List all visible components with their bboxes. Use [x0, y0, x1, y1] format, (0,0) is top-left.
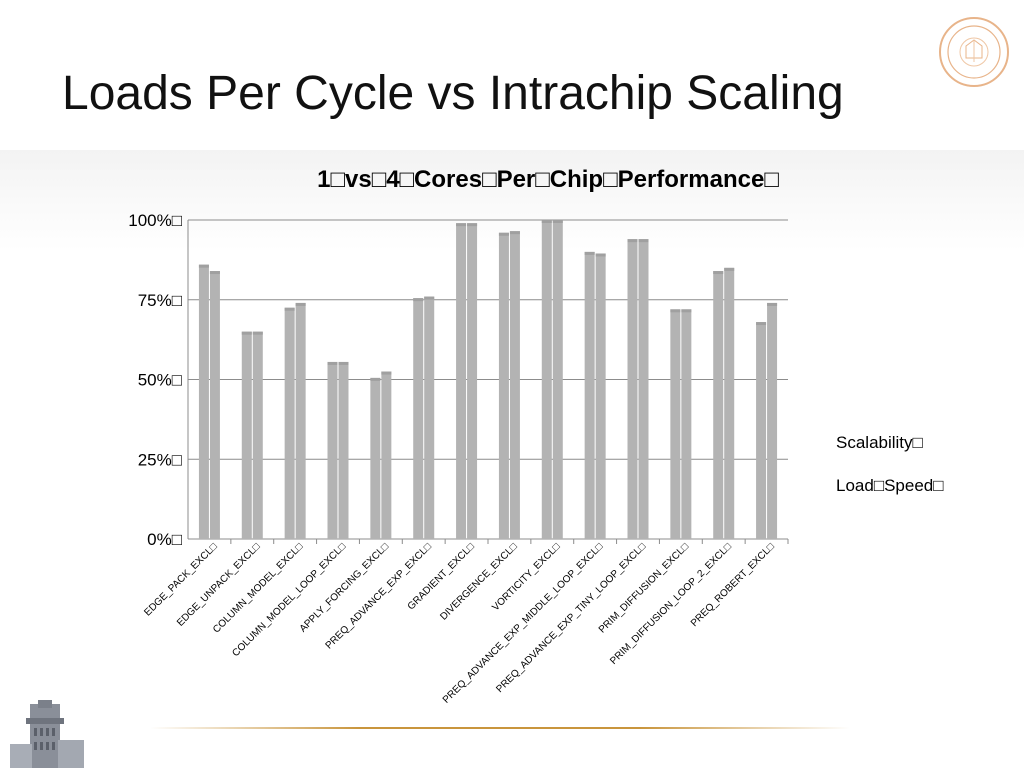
- bar-cap: [413, 298, 424, 302]
- gridlines: [187, 219, 788, 540]
- y-tick-label: 0%□: [147, 530, 182, 549]
- y-tick-label: 75%□: [138, 291, 182, 310]
- bar-chart: 1□vs□4□Cores□Per□Chip□Performance□ 0%□ 25…: [128, 166, 789, 706]
- footer-divider: [150, 727, 850, 729]
- y-tick-label: 25%□: [138, 450, 182, 469]
- bar-scalability: [670, 309, 681, 539]
- bar-load-speed: [381, 371, 392, 539]
- bar-cap: [467, 223, 478, 227]
- x-category-label: APPLY_FORCING_EXCL□: [298, 541, 391, 634]
- x-category-label: EDGE_PACK_EXCL□: [142, 541, 219, 618]
- bar-cap: [498, 232, 509, 236]
- bar-scalability: [456, 223, 467, 539]
- bar-cap: [198, 264, 209, 268]
- y-tick-label: 50%□: [138, 371, 182, 390]
- bar-cap: [381, 371, 392, 375]
- chart-title: 1□vs□4□Cores□Per□Chip□Performance□: [317, 166, 779, 193]
- legend-item-load-speed: Load□Speed□: [836, 476, 944, 495]
- bar-cap: [338, 361, 349, 365]
- bar-scalability: [756, 322, 767, 539]
- bar-scalability: [541, 220, 552, 539]
- bar-cap: [767, 302, 778, 306]
- bar-scalability: [198, 264, 209, 539]
- x-category-label: PRIM_DIFFUSION_EXCL□: [597, 541, 691, 635]
- bar-load-speed: [424, 296, 435, 539]
- bar-scalability: [584, 251, 595, 539]
- bar-cap: [756, 322, 767, 326]
- bar-scalability: [327, 361, 338, 539]
- bar-load-speed: [638, 239, 649, 539]
- bar-scalability: [370, 377, 381, 539]
- bar-cap: [627, 239, 638, 243]
- bar-cap: [670, 309, 681, 313]
- bar-cap: [584, 251, 595, 255]
- bar-scalability: [413, 298, 424, 539]
- bar-cap: [713, 271, 724, 275]
- bar-load-speed: [509, 231, 520, 539]
- bar-load-speed: [338, 361, 349, 539]
- bar-scalability: [498, 232, 509, 539]
- bars: [198, 220, 778, 539]
- bar-cap: [552, 220, 563, 223]
- bar-scalability: [627, 239, 638, 539]
- bar-load-speed: [209, 271, 220, 539]
- bar-load-speed: [595, 253, 606, 539]
- bar-cap: [252, 331, 263, 335]
- x-category-label: PREQ_ADVANCE_EXP_MIDDLE_LOOP_EXCL□: [441, 541, 605, 705]
- bar-cap: [681, 309, 692, 313]
- bar-scalability: [284, 307, 295, 539]
- bar-cap: [284, 307, 295, 311]
- university-seal-logo: [939, 17, 1009, 87]
- bar-scalability: [713, 271, 724, 539]
- bar-cap: [424, 296, 435, 300]
- bar-load-speed: [467, 223, 478, 539]
- bar-cap: [509, 231, 520, 235]
- bar-load-speed: [252, 331, 263, 539]
- y-axis-ticks: 0%□ 25%□ 50%□ 75%□ 100%□: [128, 211, 182, 549]
- legend-item-scalability: Scalability□: [836, 433, 923, 452]
- bar-cap: [209, 271, 220, 275]
- x-category-label: COLUMN_MODEL_EXCL□: [211, 541, 305, 635]
- tower-image: [0, 700, 96, 768]
- x-category-label: PREQ_ROBERT_EXCL□: [689, 541, 777, 629]
- bar-scalability: [241, 331, 252, 539]
- bar-cap: [541, 220, 552, 223]
- bar-cap: [724, 267, 735, 271]
- x-category-label: DIVERGENCE_EXCL□: [438, 541, 519, 622]
- bar-cap: [456, 223, 467, 227]
- x-category-label: PREQ_ADVANCE_EXP_TINY_LOOP_EXCL□: [494, 541, 648, 695]
- slide-title: Loads Per Cycle vs Intrachip Scaling: [62, 67, 844, 120]
- bar-load-speed: [295, 302, 306, 539]
- bar-load-speed: [552, 220, 563, 539]
- bar-cap: [638, 239, 649, 243]
- bar-cap: [595, 253, 606, 257]
- bar-load-speed: [724, 267, 735, 539]
- bar-cap: [295, 302, 306, 306]
- bar-cap: [241, 331, 252, 335]
- x-category-label: EDGE_UNPACK_EXCL□: [175, 541, 262, 628]
- bar-cap: [327, 361, 338, 365]
- x-axis-labels: EDGE_PACK_EXCL□EDGE_UNPACK_EXCL□COLUMN_M…: [142, 539, 789, 706]
- y-tick-label: 100%□: [128, 211, 182, 230]
- bar-load-speed: [681, 309, 692, 539]
- bar-load-speed: [767, 302, 778, 539]
- bar-cap: [370, 377, 381, 381]
